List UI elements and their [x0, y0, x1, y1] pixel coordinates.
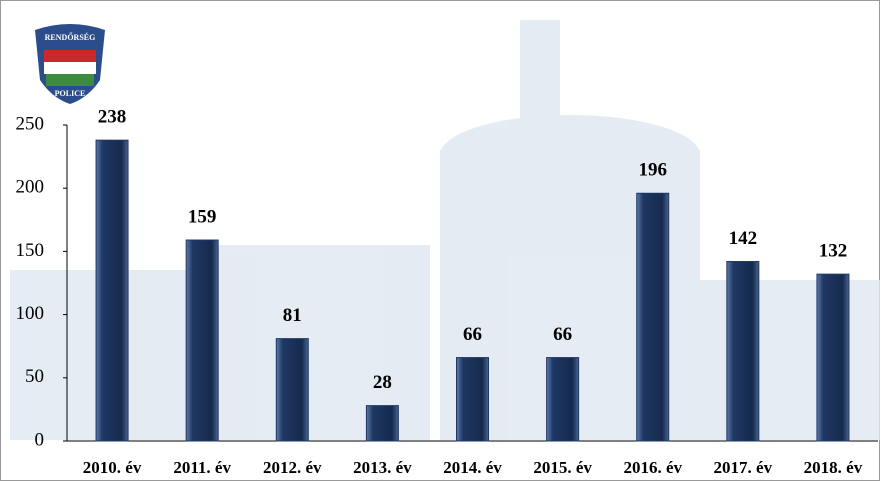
x-tick-label: 2017. év: [714, 458, 773, 477]
x-tick-label: 2016. év: [623, 458, 682, 477]
bar: [185, 239, 219, 442]
y-tick-label: 50: [25, 366, 44, 387]
value-label: 142: [729, 228, 758, 249]
logo-top-text: RENDŐRSÉG: [45, 32, 96, 42]
bar: [456, 357, 489, 442]
y-tick-label: 200: [16, 177, 45, 198]
x-tick-label: 2011. év: [173, 458, 231, 477]
x-tick-label: 2012. év: [263, 458, 322, 477]
bar: [726, 261, 760, 442]
value-label: 159: [188, 206, 217, 227]
value-label: 132: [819, 241, 848, 262]
value-label: 28: [373, 372, 392, 393]
y-tick-label: 250: [16, 113, 45, 134]
value-label: 196: [638, 160, 667, 181]
x-tick-label: 2013. év: [353, 458, 412, 477]
value-label: 81: [283, 305, 302, 326]
bar: [816, 273, 850, 442]
logo-bottom-text: POLICE: [55, 89, 86, 98]
value-label: 238: [98, 107, 127, 128]
bar: [636, 192, 670, 442]
bar: [546, 357, 580, 442]
police-logo: RENDŐRSÉG POLICE: [35, 24, 105, 104]
bar: [95, 139, 129, 442]
value-label: 66: [553, 324, 572, 345]
bar: [275, 338, 309, 442]
x-tick-label: 2010. év: [83, 458, 142, 477]
y-tick-label: 0: [35, 429, 45, 450]
y-tick-label: 100: [16, 303, 45, 324]
bar: [365, 405, 399, 442]
x-tick-label: 2015. év: [533, 458, 592, 477]
value-label: 66: [463, 324, 482, 345]
x-tick-label: 2014. év: [443, 458, 502, 477]
y-tick-label: 150: [16, 240, 45, 261]
x-tick-label: 2018. év: [804, 458, 863, 477]
